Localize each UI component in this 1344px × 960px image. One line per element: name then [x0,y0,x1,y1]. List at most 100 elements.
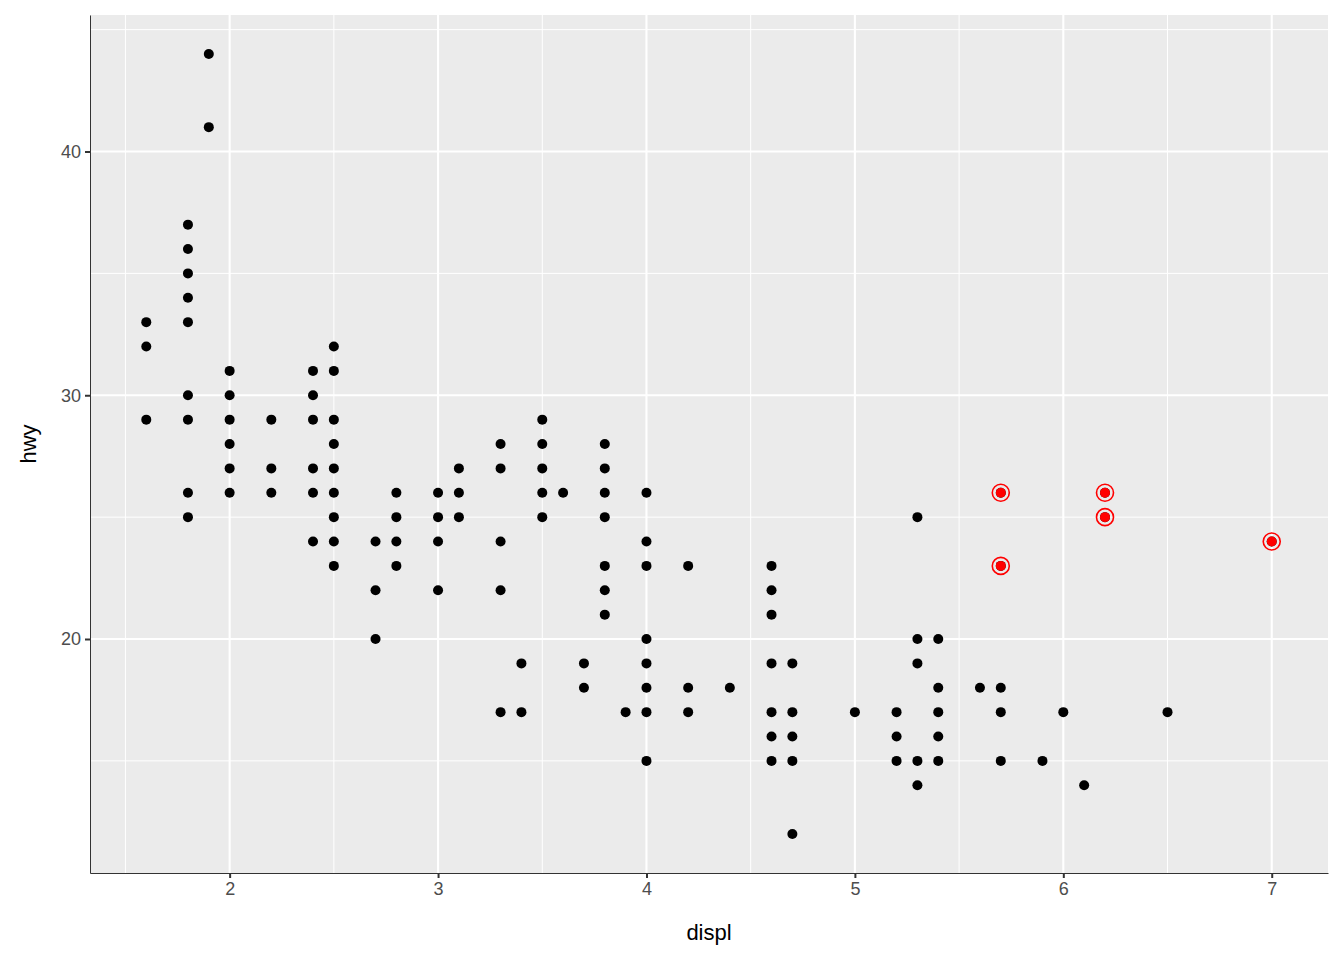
point [621,707,631,717]
point [329,463,339,473]
tick-label: 3 [434,879,444,899]
tick-label: 30 [61,386,81,406]
points [141,49,1280,839]
point [537,439,547,449]
point [183,293,193,303]
point [641,537,651,547]
minor-grid-line [125,15,126,873]
point [996,707,1006,717]
minor-grid-line [90,760,1328,761]
point [308,415,318,425]
tick-mark [85,639,90,641]
point [537,488,547,498]
point [329,415,339,425]
x-axis-title: displ [686,920,731,945]
tick: 7 [1267,873,1277,899]
point [183,488,193,498]
point [371,585,381,595]
highlight-ring [1096,484,1113,501]
point [892,732,902,742]
tick: 4 [642,873,652,899]
point [996,488,1006,498]
point [537,415,547,425]
grid-line [90,394,1328,396]
minor-grid-line [90,273,1328,274]
point [433,537,443,547]
point [641,488,651,498]
point [1267,537,1277,547]
point [641,683,651,693]
tick-label: 40 [61,142,81,162]
point [496,585,506,595]
point [641,658,651,668]
point [308,463,318,473]
point [912,658,922,668]
tick-label: 4 [642,879,652,899]
point [641,634,651,644]
point [850,707,860,717]
point [975,683,985,693]
point [433,488,443,498]
point [391,561,401,571]
tick: 5 [850,873,860,899]
point [579,658,589,668]
minor-grid-line [1167,15,1168,873]
point [787,658,797,668]
point [933,756,943,766]
point [516,658,526,668]
point [767,658,777,668]
point [183,415,193,425]
tick: 6 [1059,873,1069,899]
point [683,683,693,693]
point [496,463,506,473]
point [454,463,464,473]
y-axis-title: hwy [16,424,41,463]
y-axis: 20 30 40 [61,16,91,874]
point [933,634,943,644]
point [225,415,235,425]
point [787,732,797,742]
tick: 20 [61,629,90,649]
point [600,561,610,571]
tick: 40 [61,142,90,162]
point [496,707,506,717]
point [329,537,339,547]
point [371,634,381,644]
point [183,512,193,522]
point [183,317,193,327]
point [391,537,401,547]
point [600,512,610,522]
point [1058,707,1068,717]
point [996,561,1006,571]
point [641,561,651,571]
point [1100,488,1110,498]
highlight-ring [1263,533,1280,550]
point [912,780,922,790]
point [579,683,589,693]
tick-label: 20 [61,629,81,649]
point [225,439,235,449]
point [996,488,1006,498]
grid-line [90,638,1328,640]
point [204,122,214,132]
point [641,707,651,717]
point [225,463,235,473]
plot-background [90,15,1328,873]
point [933,732,943,742]
point [600,610,610,620]
point [329,488,339,498]
point [371,537,381,547]
tick-mark [854,873,856,878]
point [266,463,276,473]
point [516,707,526,717]
point [933,707,943,717]
point [683,707,693,717]
highlight-ring [992,557,1009,574]
point [537,463,547,473]
point [600,439,610,449]
minor-grid-line [90,517,1328,518]
point [767,561,777,571]
minor-grid-line [959,15,960,873]
point [1100,488,1110,498]
point [767,610,777,620]
